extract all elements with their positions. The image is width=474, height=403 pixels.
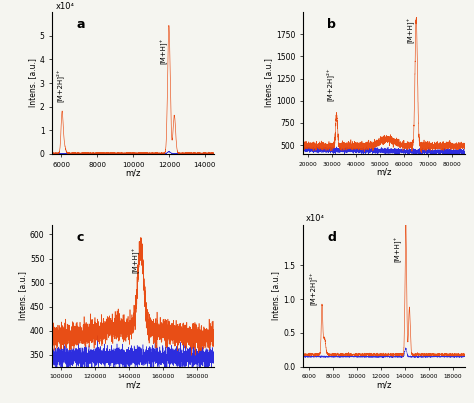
Text: [M+H]⁺: [M+H]⁺: [394, 236, 401, 262]
Text: c: c: [76, 231, 84, 243]
Text: a: a: [76, 18, 85, 31]
X-axis label: m/z: m/z: [376, 168, 392, 177]
Text: [M+2H]²⁺: [M+2H]²⁺: [309, 271, 316, 305]
Text: [M+H]⁺: [M+H]⁺: [132, 247, 139, 273]
Text: d: d: [327, 231, 336, 243]
Text: [M+H]⁺: [M+H]⁺: [160, 38, 167, 64]
Y-axis label: Intens. [a.u.]: Intens. [a.u.]: [28, 58, 37, 108]
X-axis label: m/z: m/z: [376, 381, 392, 390]
Text: [M+H]⁺: [M+H]⁺: [407, 17, 414, 43]
Text: x10⁴: x10⁴: [55, 2, 74, 10]
Text: [M+2H]²⁺: [M+2H]²⁺: [55, 68, 63, 102]
Text: x10⁴: x10⁴: [306, 214, 325, 223]
Y-axis label: Intens. [a.u.]: Intens. [a.u.]: [18, 271, 27, 320]
Y-axis label: Intens. [a.u.]: Intens. [a.u.]: [271, 271, 280, 320]
Y-axis label: Intens. [a.u.]: Intens. [a.u.]: [264, 58, 273, 108]
Text: [M+2H]²⁺: [M+2H]²⁺: [326, 67, 333, 101]
X-axis label: m/z: m/z: [125, 169, 141, 178]
X-axis label: m/z: m/z: [125, 381, 141, 390]
Text: b: b: [327, 18, 336, 31]
